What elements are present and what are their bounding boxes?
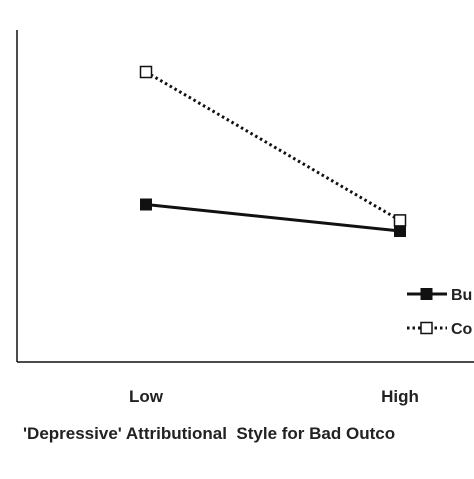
legend-label-1: Co	[451, 321, 473, 338]
x-tick-label-1: High	[381, 387, 419, 406]
axes	[16, 30, 474, 363]
series-1-point-0	[139, 65, 153, 79]
legend-label-0: Bu	[451, 287, 472, 304]
series-0-point-0	[140, 198, 152, 211]
series-layer	[139, 65, 407, 237]
series-line-1	[145, 70, 401, 222]
x-tick-labels: Low High	[129, 387, 419, 406]
x-axis-label: 'Depressive' Attributional Style for Bad…	[23, 424, 395, 443]
x-tick-label-0: Low	[129, 387, 164, 406]
legend-marker-1	[420, 321, 433, 335]
series-line-0	[145, 203, 401, 233]
legend: Bu Co	[407, 287, 473, 338]
legend-marker-0	[420, 288, 433, 300]
series-1-point-1	[393, 214, 407, 227]
series-0-point-1	[394, 225, 406, 237]
